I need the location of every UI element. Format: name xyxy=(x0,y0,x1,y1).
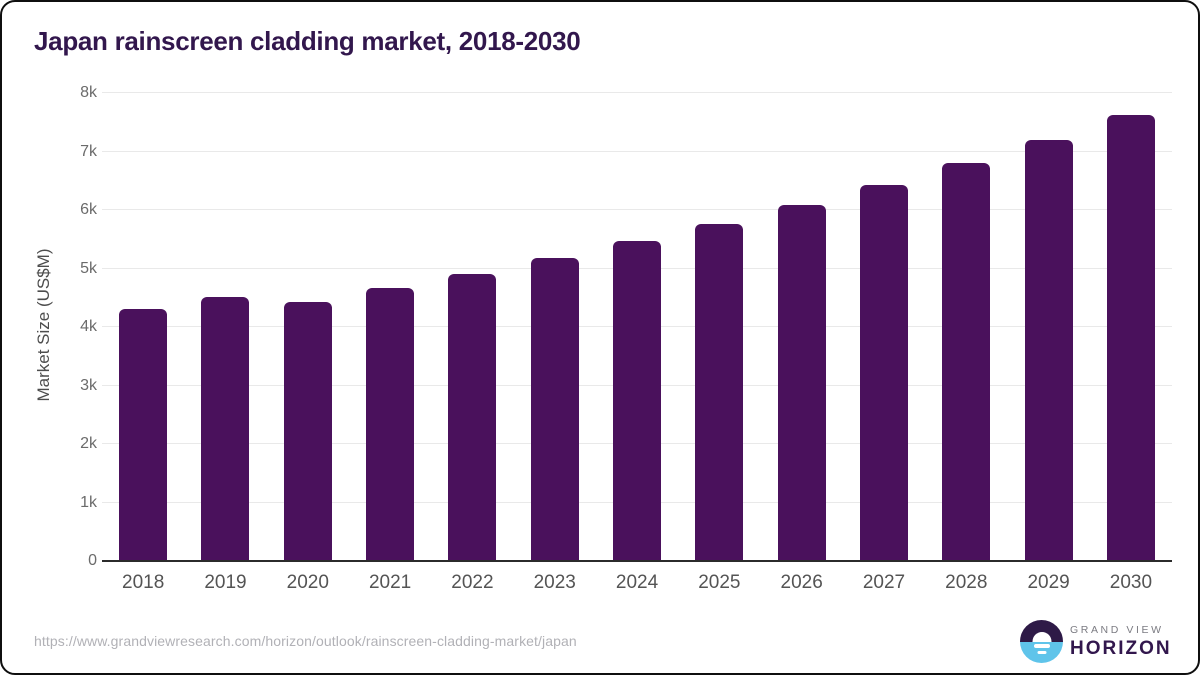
bar-slot-2025 xyxy=(678,93,760,561)
y-tick-label-5k: 5k xyxy=(80,259,97,277)
bar-2022[interactable] xyxy=(448,273,497,561)
bar-slot-2029 xyxy=(1007,93,1089,561)
logo-sky-half xyxy=(1020,620,1063,642)
plot-area xyxy=(102,92,1172,562)
logo-sun-dome xyxy=(1032,631,1051,642)
bar-2024[interactable] xyxy=(613,241,662,561)
bar-slot-2026 xyxy=(761,93,843,561)
y-tick-label-7k: 7k xyxy=(80,142,97,160)
y-tick-label-2k: 2k xyxy=(80,435,97,452)
horizon-sun-over-water-icon xyxy=(1020,620,1063,663)
bar-slot-2022 xyxy=(431,93,513,561)
gridline-6k xyxy=(102,209,1172,210)
x-label-2023: 2023 xyxy=(533,572,576,593)
bar-2027[interactable] xyxy=(859,185,908,561)
brand-name-horizon: HORIZON xyxy=(1070,637,1172,659)
bar-2030[interactable] xyxy=(1106,115,1155,561)
bar-2021[interactable] xyxy=(366,287,415,561)
x-label-2019: 2019 xyxy=(204,572,247,593)
x-label-2025: 2025 xyxy=(698,572,741,593)
bar-2028[interactable] xyxy=(942,162,991,561)
bar-2023[interactable] xyxy=(530,257,579,561)
x-label-2030: 2030 xyxy=(1109,572,1153,593)
y-tick-label-3k: 3k xyxy=(80,376,97,394)
x-label-2026: 2026 xyxy=(780,572,823,593)
x-label-2027: 2027 xyxy=(862,572,906,593)
bar-2029[interactable] xyxy=(1024,139,1073,561)
y-axis-ticks: 0 1k 2k 3k 4k 5k 6k 7k 8k xyxy=(42,84,97,569)
logo-reflection-line-1 xyxy=(1033,644,1050,648)
x-label-2028: 2028 xyxy=(945,572,988,593)
x-label-2024: 2024 xyxy=(615,572,659,593)
y-tick-label-0: 0 xyxy=(88,552,97,569)
x-axis-line xyxy=(102,560,1172,562)
brand-name-grand-view: GRAND VIEW xyxy=(1070,623,1164,636)
chart-title: Japan rainscreen cladding market, 2018-2… xyxy=(34,26,581,56)
x-label-2029: 2029 xyxy=(1027,572,1070,593)
bar-2026[interactable] xyxy=(777,205,826,561)
bar-2018[interactable] xyxy=(119,309,168,561)
bar-2025[interactable] xyxy=(695,224,744,561)
bar-slot-2024 xyxy=(596,93,678,561)
bar-slot-2028 xyxy=(925,93,1007,561)
bar-slot-2021 xyxy=(349,93,431,561)
bar-slot-2018 xyxy=(102,93,184,561)
bar-slot-2020 xyxy=(267,93,349,561)
x-label-2022: 2022 xyxy=(451,572,494,593)
bar-2019[interactable] xyxy=(201,297,250,561)
brand-logo[interactable]: GRAND VIEW HORIZON xyxy=(1020,620,1172,663)
bar-2020[interactable] xyxy=(283,301,332,561)
y-tick-label-6k: 6k xyxy=(80,201,97,218)
bar-slot-2019 xyxy=(184,93,266,561)
x-axis-labels: 2018 2019 2020 2021 2022 2023 2024 2025 2026 2027… xyxy=(102,572,1172,594)
y-tick-label-1k: 1k xyxy=(80,493,97,511)
logo-reflection-line-2 xyxy=(1037,650,1046,654)
bar-series xyxy=(102,93,1172,561)
x-label-2021: 2021 xyxy=(368,572,412,593)
y-tick-label-8k: 8k xyxy=(80,84,97,101)
source-url[interactable]: https://www.grandviewresearch.com/horizo… xyxy=(34,633,577,649)
x-label-2020: 2020 xyxy=(286,572,329,593)
bar-slot-2023 xyxy=(514,93,596,561)
bar-slot-2027 xyxy=(843,93,925,561)
brand-wordmark: GRAND VIEW HORIZON xyxy=(1070,624,1172,660)
x-label-2018: 2018 xyxy=(122,572,165,593)
gridline-7k xyxy=(102,150,1172,152)
gridline-8k xyxy=(102,92,1172,93)
bar-slot-2030 xyxy=(1090,93,1172,561)
y-tick-label-4k: 4k xyxy=(80,318,97,335)
